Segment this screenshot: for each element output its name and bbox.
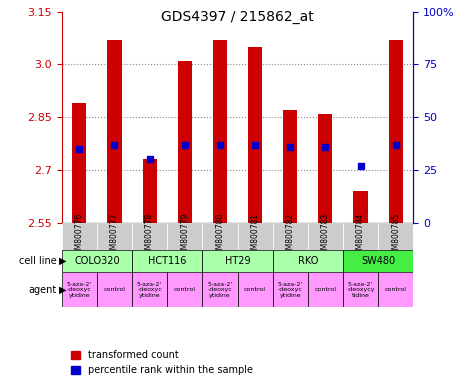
Text: control: control: [104, 287, 125, 293]
FancyBboxPatch shape: [343, 250, 413, 273]
Text: GSM800778: GSM800778: [145, 213, 154, 259]
Text: control: control: [244, 287, 266, 293]
FancyBboxPatch shape: [378, 223, 413, 250]
FancyBboxPatch shape: [62, 250, 132, 273]
Text: GSM800783: GSM800783: [321, 213, 330, 259]
FancyBboxPatch shape: [97, 273, 132, 308]
Bar: [353, 191, 368, 223]
FancyBboxPatch shape: [343, 273, 378, 308]
Text: HT29: HT29: [225, 256, 250, 266]
Text: SW480: SW480: [361, 256, 395, 266]
FancyBboxPatch shape: [167, 223, 202, 250]
Text: GSM800782: GSM800782: [286, 213, 294, 259]
Text: ▶: ▶: [59, 285, 67, 295]
FancyBboxPatch shape: [62, 223, 97, 250]
Text: 5-aza-2'
-deoxyc
ytidine: 5-aza-2' -deoxyc ytidine: [66, 281, 92, 298]
Bar: [389, 40, 403, 223]
FancyBboxPatch shape: [238, 223, 273, 250]
Text: GSM800777: GSM800777: [110, 213, 119, 259]
Bar: [107, 40, 122, 223]
Text: GSM800779: GSM800779: [180, 213, 189, 259]
Text: GSM800784: GSM800784: [356, 213, 365, 259]
Bar: [72, 103, 86, 223]
FancyBboxPatch shape: [343, 223, 378, 250]
FancyBboxPatch shape: [378, 273, 413, 308]
FancyBboxPatch shape: [97, 223, 132, 250]
Text: 5-aza-2'
-deoxyc
ytidine: 5-aza-2' -deoxyc ytidine: [277, 281, 303, 298]
Text: 5-aza-2'
-deoxyc
ytidine: 5-aza-2' -deoxyc ytidine: [137, 281, 162, 298]
Text: control: control: [174, 287, 196, 293]
FancyBboxPatch shape: [132, 223, 167, 250]
FancyBboxPatch shape: [132, 250, 202, 273]
FancyBboxPatch shape: [273, 273, 308, 308]
Text: 5-aza-2'
-deoxyc
ytidine: 5-aza-2' -deoxyc ytidine: [207, 281, 233, 298]
Bar: [283, 110, 297, 223]
FancyBboxPatch shape: [132, 273, 167, 308]
Bar: [178, 61, 192, 223]
FancyBboxPatch shape: [273, 250, 343, 273]
Bar: [248, 47, 262, 223]
Legend: transformed count, percentile rank within the sample: transformed count, percentile rank withi…: [66, 346, 257, 379]
Text: GSM800780: GSM800780: [216, 213, 224, 259]
Text: ▶: ▶: [59, 256, 67, 266]
Text: 5-aza-2'
-deoxycy
tidine: 5-aza-2' -deoxycy tidine: [346, 281, 375, 298]
FancyBboxPatch shape: [308, 223, 343, 250]
Text: GSM800781: GSM800781: [251, 213, 259, 259]
FancyBboxPatch shape: [62, 273, 97, 308]
Bar: [142, 159, 157, 223]
Bar: [213, 40, 227, 223]
FancyBboxPatch shape: [238, 273, 273, 308]
Text: agent: agent: [29, 285, 57, 295]
FancyBboxPatch shape: [167, 273, 202, 308]
Text: GSM800776: GSM800776: [75, 213, 84, 259]
Text: COLO320: COLO320: [74, 256, 120, 266]
FancyBboxPatch shape: [273, 223, 308, 250]
FancyBboxPatch shape: [202, 273, 238, 308]
Text: GDS4397 / 215862_at: GDS4397 / 215862_at: [161, 10, 314, 23]
FancyBboxPatch shape: [308, 273, 343, 308]
Bar: [318, 114, 332, 223]
Text: GSM800785: GSM800785: [391, 213, 400, 259]
Text: cell line: cell line: [19, 256, 57, 266]
FancyBboxPatch shape: [202, 223, 238, 250]
Text: control: control: [385, 287, 407, 293]
Text: HCT116: HCT116: [148, 256, 186, 266]
FancyBboxPatch shape: [202, 250, 273, 273]
Text: RKO: RKO: [298, 256, 318, 266]
Text: control: control: [314, 287, 336, 293]
